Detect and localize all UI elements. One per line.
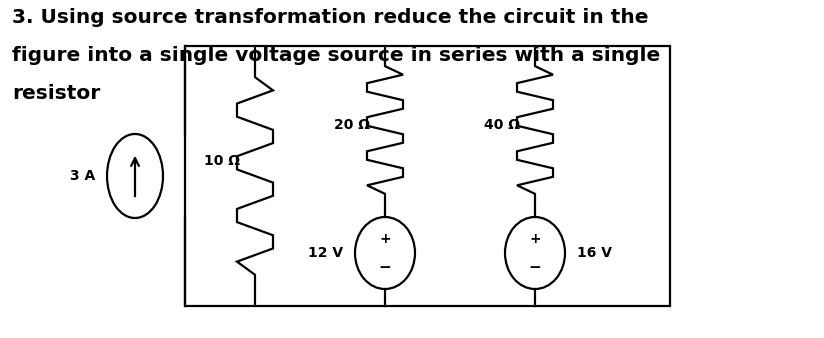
Text: +: + bbox=[529, 232, 541, 246]
Text: −: − bbox=[529, 260, 541, 275]
Bar bbox=[185, 46, 670, 306]
Text: +: + bbox=[379, 232, 391, 246]
Text: 20 Ω: 20 Ω bbox=[334, 118, 370, 132]
Text: 40 Ω: 40 Ω bbox=[484, 118, 520, 132]
Text: 3 A: 3 A bbox=[70, 169, 95, 183]
Text: 3. Using source transformation reduce the circuit in the: 3. Using source transformation reduce th… bbox=[12, 8, 648, 27]
Text: −: − bbox=[378, 260, 391, 275]
Text: 10 Ω: 10 Ω bbox=[204, 154, 240, 168]
Text: resistor: resistor bbox=[12, 84, 101, 103]
Text: 16 V: 16 V bbox=[577, 246, 612, 260]
Text: figure into a single voltage source in series with a single: figure into a single voltage source in s… bbox=[12, 46, 660, 65]
Text: 12 V: 12 V bbox=[308, 246, 343, 260]
